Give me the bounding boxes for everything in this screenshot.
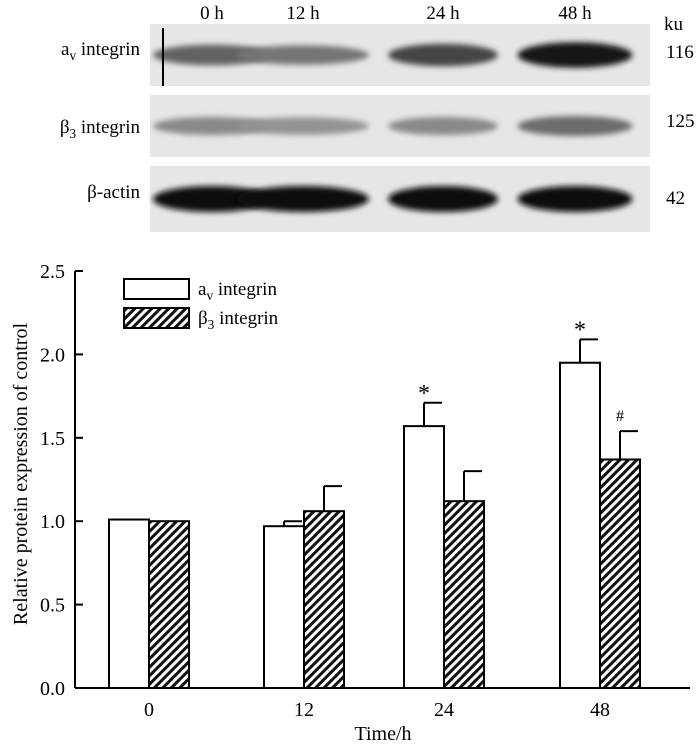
bar [559,361,601,689]
blot-band [237,117,369,135]
blot-row-label: β3 integrin [60,117,141,141]
blot-time-labels: 0 h 12 h 24 h 48 h [200,3,592,24]
significance-marker: * [574,317,586,343]
blot-row-label: av integrin [61,39,140,63]
blot-time-label: 48 h [558,3,592,24]
bar [263,525,305,689]
x-axis-title: Time/h [354,723,411,745]
y-tick-label: 0.0 [40,678,65,700]
y-tick-label: 1.0 [40,511,65,533]
blot-time-label: 12 h [286,3,320,24]
y-tick-label: 2.5 [40,261,65,283]
y-tick-label: 1.5 [40,428,65,450]
blot-rows: av integrin 116 β3 integrin 125 β-actin 42 [60,24,695,232]
x-tick-label: 24 [434,699,454,721]
blot-band [153,116,271,136]
x-tick-label: 48 [590,699,610,721]
y-tick-label: 0.5 [40,595,65,617]
blot-band [517,42,633,68]
blot-row: av integrin 116 [61,24,694,86]
y-tick-label: 2.0 [40,344,65,366]
blot-band [388,116,498,136]
x-tick-label: 0 [144,699,154,721]
legend-swatch [123,278,190,300]
bars: * * # [108,317,641,690]
x-axis: 0 12 24 48 [75,687,690,721]
legend: av integrin β3 integrin [123,278,279,332]
blot-time-label: 24 h [426,3,460,24]
blot-size-label: 116 [666,42,694,63]
blot-unit-label: ku [664,14,684,35]
legend-label: β3 integrin [198,308,279,332]
blot-row-label: β-actin [87,182,140,203]
bar-chart: 0.0 0.5 1.0 1.5 2.0 2.5 0 12 24 48 * * # av integr… [10,261,690,745]
blot-band [517,186,633,212]
blot-band [153,44,271,66]
bar [108,518,150,689]
blot-band [517,116,633,136]
bar [303,510,345,689]
bar [148,520,190,690]
bar [403,425,445,689]
legend-label: av integrin [198,279,277,303]
western-blot-panel: 0 h 12 h 24 h 48 h ku av integrin 116 β3 inte… [60,3,695,232]
blot-row: β3 integrin 125 [60,95,695,157]
legend-item: β3 integrin [123,307,279,332]
blot-size-label: 42 [666,188,685,209]
y-axis-title: Relative protein expression of control [10,322,32,625]
bar [443,500,485,689]
blot-band [237,45,369,65]
significance-marker: # [616,408,624,425]
blot-row: β-actin 42 [87,166,685,232]
x-tick-label: 12 [294,699,314,721]
bar [599,458,641,690]
significance-marker: * [418,381,430,407]
legend-swatch [123,307,190,329]
blot-band [237,186,369,212]
legend-item: av integrin [123,278,277,303]
blot-band [388,43,498,67]
blot-time-label: 0 h [200,3,224,24]
blot-size-label: 125 [666,111,695,132]
blot-band [388,186,498,212]
blot-band [153,186,271,212]
y-axis: 0.0 0.5 1.0 1.5 2.0 2.5 [40,261,83,700]
